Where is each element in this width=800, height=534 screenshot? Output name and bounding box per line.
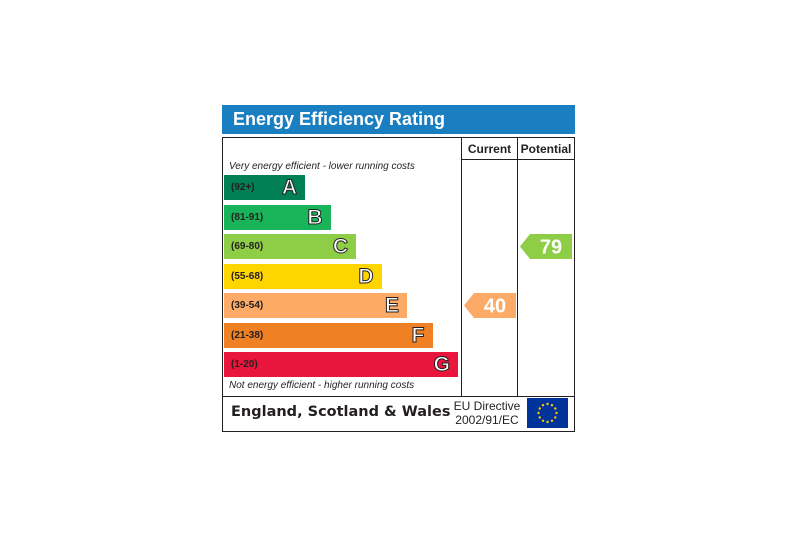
eu-star-icon — [541, 404, 545, 407]
band-letter: D — [358, 264, 374, 288]
eu-star-icon — [555, 411, 558, 415]
band-letter: G — [433, 353, 450, 377]
band-range-label: (55-68) — [231, 270, 264, 282]
band-range-label: (81-91) — [231, 211, 264, 223]
band-b: (81-91) B — [224, 204, 331, 230]
eu-star-icon — [554, 407, 557, 410]
band-range-label: (69-80) — [231, 241, 264, 252]
band-range-label: (39-54) — [231, 300, 264, 311]
current-column-header: Current — [467, 142, 512, 156]
current-rating-value: 40 — [484, 296, 506, 318]
eu-directive-line1: EU Directive — [453, 399, 521, 413]
energy-efficiency-chart: Energy Efficiency Rating Current Potenti… — [222, 105, 575, 432]
bottom-caption: Not energy efficient - higher running co… — [229, 380, 415, 391]
eu-star-icon — [554, 416, 557, 419]
current-column-divider — [461, 137, 462, 397]
eu-directive-line2: 2002/91/EC — [455, 413, 519, 427]
potential-rating-value: 79 — [540, 237, 562, 259]
band-letter: B — [307, 205, 323, 229]
eu-star-icon — [550, 419, 554, 422]
band-g: (1-20) G — [224, 352, 458, 377]
top-caption: Very energy efficient - lower running co… — [229, 161, 415, 172]
chart-frame — [222, 137, 575, 432]
header-divider — [461, 159, 575, 160]
band-e: (39-54) E — [224, 293, 407, 318]
eu-star-icon — [537, 411, 540, 415]
eu-directive-label: EU Directive 2002/91/EC — [451, 399, 523, 427]
eu-star-icon — [546, 420, 549, 424]
eu-star-icon — [546, 402, 549, 406]
potential-column-header: Potential — [520, 142, 572, 156]
chart-title: Energy Efficiency Rating — [222, 105, 575, 134]
band-d: (55-68) D — [224, 263, 382, 289]
eu-star-icon — [550, 404, 554, 407]
eu-star-icon — [538, 416, 541, 419]
band-letter: F — [411, 323, 425, 347]
band-range-label: (21-38) — [231, 329, 264, 341]
band-letter: C — [332, 235, 348, 259]
potential-column-divider — [517, 137, 518, 397]
band-range-label: (1-20) — [231, 359, 258, 370]
band-letter: A — [281, 176, 297, 200]
footer-region-label: England, Scotland & Wales — [231, 404, 451, 420]
band-f: (21-38) F — [224, 322, 433, 348]
potential-rating-arrow — [520, 234, 572, 259]
band-range-label: (92+) — [231, 182, 255, 193]
band-c: (69-80) C — [224, 234, 356, 259]
eu-star-icon — [541, 419, 545, 422]
footer-divider — [222, 396, 575, 397]
current-rating-arrow — [464, 293, 516, 318]
band-letter: E — [384, 294, 399, 318]
eu-flag-icon — [527, 398, 568, 428]
band-a: (92+) A — [224, 175, 305, 200]
eu-star-icon — [538, 407, 541, 410]
rating-arrows: 40 79 — [464, 234, 572, 318]
